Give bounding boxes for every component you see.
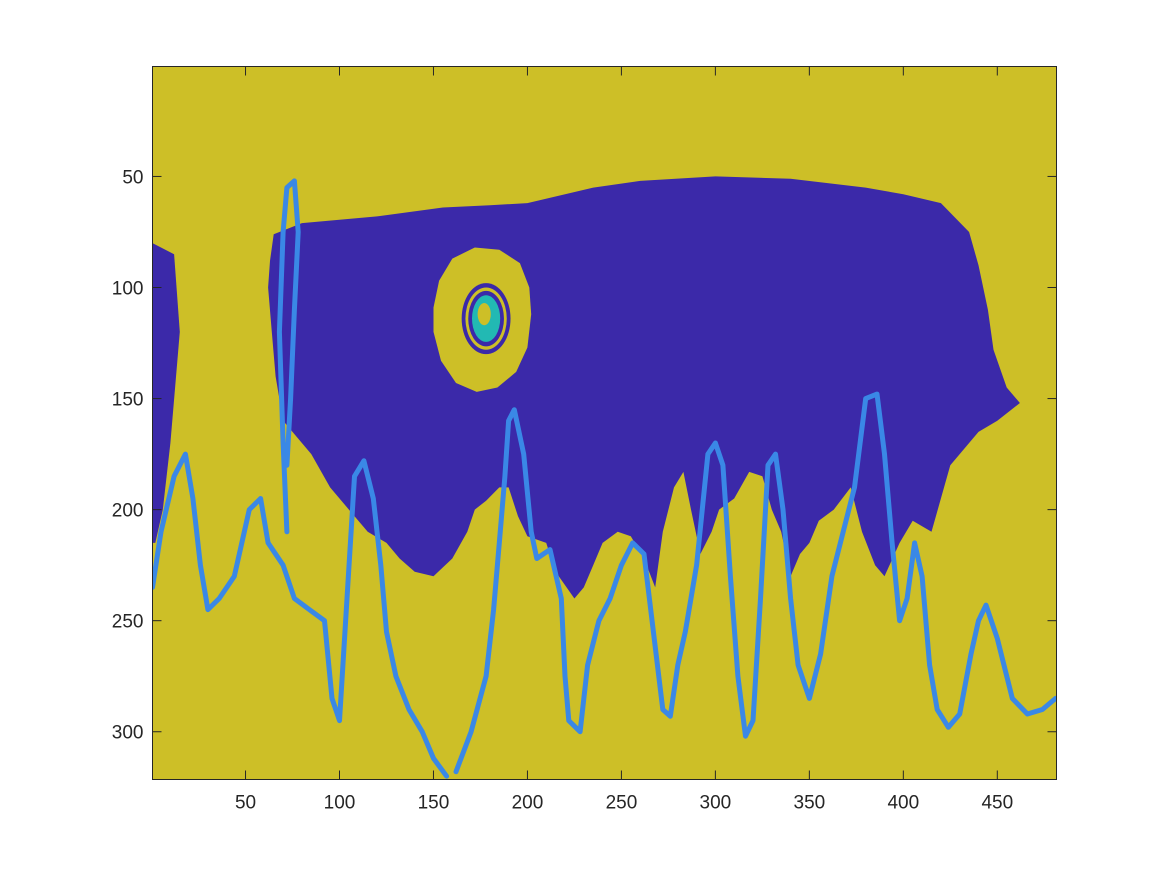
boundary-contour-0 — [152, 451, 450, 779]
x-tick-label: 350 — [794, 793, 826, 814]
plot-area — [152, 66, 1057, 780]
y-tick-label: 300 — [112, 723, 144, 744]
x-axis-tick-labels: 50 100 150 200 250 300 350 400 450 — [235, 793, 1013, 814]
boundary-contour-1 — [276, 178, 301, 535]
heatmap-blob-4 — [477, 303, 491, 326]
x-tick-label: 400 — [887, 793, 919, 814]
x-tick-label: 100 — [324, 793, 356, 814]
boundary-contour-2 — [453, 391, 1057, 775]
y-axis-tick-labels: 50 100 150 200 250 300 — [112, 167, 144, 743]
y-tick-label: 200 — [112, 501, 144, 522]
y-tick-label: 150 — [112, 390, 144, 411]
axes-box — [152, 66, 1057, 780]
x-tick-label: 200 — [512, 793, 544, 814]
x-tick-label: 250 — [606, 793, 638, 814]
x-tick-label: 150 — [418, 793, 450, 814]
x-tick-label: 450 — [981, 793, 1013, 814]
heatmap-region-1 — [152, 243, 180, 543]
y-tick-label: 100 — [112, 279, 144, 300]
axis-ticks — [152, 66, 1057, 780]
x-tick-label: 50 — [235, 793, 256, 814]
y-tick-label: 250 — [112, 612, 144, 633]
x-tick-label: 300 — [700, 793, 732, 814]
y-tick-label: 50 — [122, 167, 143, 188]
